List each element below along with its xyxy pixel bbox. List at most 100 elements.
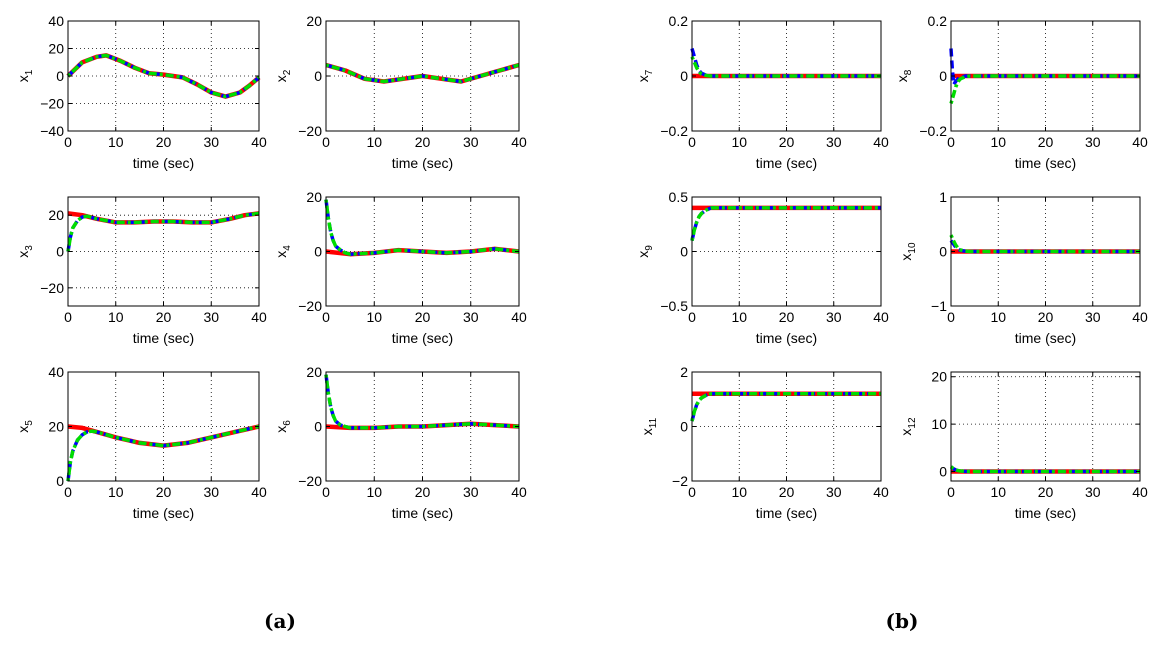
series-line-3 bbox=[66, 53, 261, 99]
x-tick-label: 0 bbox=[947, 484, 955, 500]
y-tick-label: 1 bbox=[939, 189, 947, 205]
x-tick-label: 0 bbox=[322, 484, 330, 500]
x-tick-label: 40 bbox=[251, 484, 267, 500]
x-tick-label: 40 bbox=[1132, 484, 1148, 500]
x-axis-label: time (sec) bbox=[133, 155, 194, 171]
plot-area bbox=[692, 372, 881, 481]
y-tick-label: 0 bbox=[939, 68, 947, 84]
x-axis-label: time (sec) bbox=[1015, 505, 1076, 521]
series-line-3 bbox=[66, 211, 260, 252]
series-line-3 bbox=[949, 234, 1140, 254]
x-tick-label: 30 bbox=[1085, 484, 1101, 500]
y-tick-label: 0 bbox=[939, 244, 947, 260]
y-tick-label: −0.2 bbox=[660, 123, 688, 139]
x-tick-label: 10 bbox=[108, 484, 124, 500]
series-line-2 bbox=[325, 63, 520, 84]
y-axis-label: x4 bbox=[273, 245, 293, 258]
series-line-3 bbox=[949, 465, 1140, 474]
x-tick-label: 0 bbox=[64, 134, 72, 150]
x-tick-label: 0 bbox=[947, 134, 955, 150]
series-line-3 bbox=[690, 392, 881, 422]
caption-a: (a) bbox=[264, 609, 296, 633]
x-axis-label: time (sec) bbox=[133, 505, 194, 521]
x-tick-label: 0 bbox=[64, 484, 72, 500]
x-axis-label: time (sec) bbox=[756, 330, 817, 346]
x-tick-label: 40 bbox=[1132, 309, 1148, 325]
x-tick-label: 20 bbox=[415, 309, 431, 325]
x-axis-label: time (sec) bbox=[1015, 155, 1076, 171]
series-line-3 bbox=[949, 74, 1140, 104]
y-tick-label: 20 bbox=[48, 41, 64, 57]
plot-area bbox=[951, 372, 1140, 481]
y-tick-label: 20 bbox=[306, 189, 322, 205]
x-tick-label: 20 bbox=[779, 484, 795, 500]
x-axis-label: time (sec) bbox=[392, 330, 453, 346]
series-line-2 bbox=[949, 48, 1140, 87]
y-tick-label: 0 bbox=[56, 244, 64, 260]
y-tick-label: 20 bbox=[48, 207, 64, 223]
x-tick-label: 10 bbox=[731, 309, 747, 325]
y-tick-label: 0 bbox=[314, 419, 322, 435]
y-axis-label: x11 bbox=[639, 417, 659, 435]
x-tick-label: 10 bbox=[366, 484, 382, 500]
y-tick-label: 40 bbox=[48, 364, 64, 380]
subplot-1: 0 10 20 30 40 −40 −20 0 20 40 time (sec) x1 bbox=[15, 13, 267, 171]
x-tick-label: 30 bbox=[203, 484, 219, 500]
y-tick-label: 0 bbox=[680, 419, 688, 435]
y-tick-label: −20 bbox=[298, 298, 322, 314]
x-tick-label: 10 bbox=[366, 134, 382, 150]
x-tick-label: 0 bbox=[947, 309, 955, 325]
x-tick-label: 30 bbox=[463, 484, 479, 500]
x-tick-label: 10 bbox=[731, 484, 747, 500]
y-axis-label: x1 bbox=[15, 69, 35, 82]
y-tick-label: 0.5 bbox=[669, 189, 689, 205]
x-tick-label: 10 bbox=[366, 309, 382, 325]
x-tick-label: 10 bbox=[990, 134, 1006, 150]
y-tick-label: −20 bbox=[40, 96, 64, 112]
x-tick-label: 30 bbox=[826, 134, 842, 150]
y-tick-label: 0 bbox=[314, 68, 322, 84]
x-tick-label: 20 bbox=[779, 134, 795, 150]
x-axis-label: time (sec) bbox=[392, 505, 453, 521]
y-tick-label: 0 bbox=[56, 473, 64, 489]
x-tick-label: 40 bbox=[1132, 134, 1148, 150]
x-tick-label: 20 bbox=[1038, 309, 1054, 325]
x-axis-label: time (sec) bbox=[1015, 330, 1076, 346]
y-tick-label: 0 bbox=[939, 464, 947, 480]
x-tick-label: 20 bbox=[156, 484, 172, 500]
y-tick-label: −2 bbox=[672, 473, 688, 489]
series-line-3 bbox=[690, 56, 881, 78]
x-tick-label: 30 bbox=[203, 309, 219, 325]
y-tick-label: 20 bbox=[306, 13, 322, 29]
x-tick-label: 30 bbox=[1085, 134, 1101, 150]
y-tick-label: −20 bbox=[40, 280, 64, 296]
y-tick-label: −40 bbox=[40, 123, 64, 139]
y-tick-label: 0 bbox=[56, 68, 64, 84]
x-tick-label: 40 bbox=[251, 309, 267, 325]
x-tick-label: 20 bbox=[156, 309, 172, 325]
x-tick-label: 40 bbox=[511, 484, 527, 500]
series-line-3 bbox=[324, 199, 520, 256]
y-tick-label: 0 bbox=[680, 68, 688, 84]
y-tick-label: 20 bbox=[931, 369, 947, 385]
x-tick-label: 40 bbox=[873, 309, 889, 325]
y-tick-label: 2 bbox=[680, 364, 688, 380]
x-tick-label: 10 bbox=[108, 134, 124, 150]
y-tick-label: 0 bbox=[314, 244, 322, 260]
y-tick-label: −0.5 bbox=[660, 298, 688, 314]
y-tick-label: 0 bbox=[680, 244, 688, 260]
x-tick-label: 10 bbox=[990, 484, 1006, 500]
x-tick-label: 30 bbox=[463, 309, 479, 325]
x-tick-label: 30 bbox=[1085, 309, 1101, 325]
y-tick-label: 0.2 bbox=[928, 13, 948, 29]
x-tick-label: 30 bbox=[463, 134, 479, 150]
